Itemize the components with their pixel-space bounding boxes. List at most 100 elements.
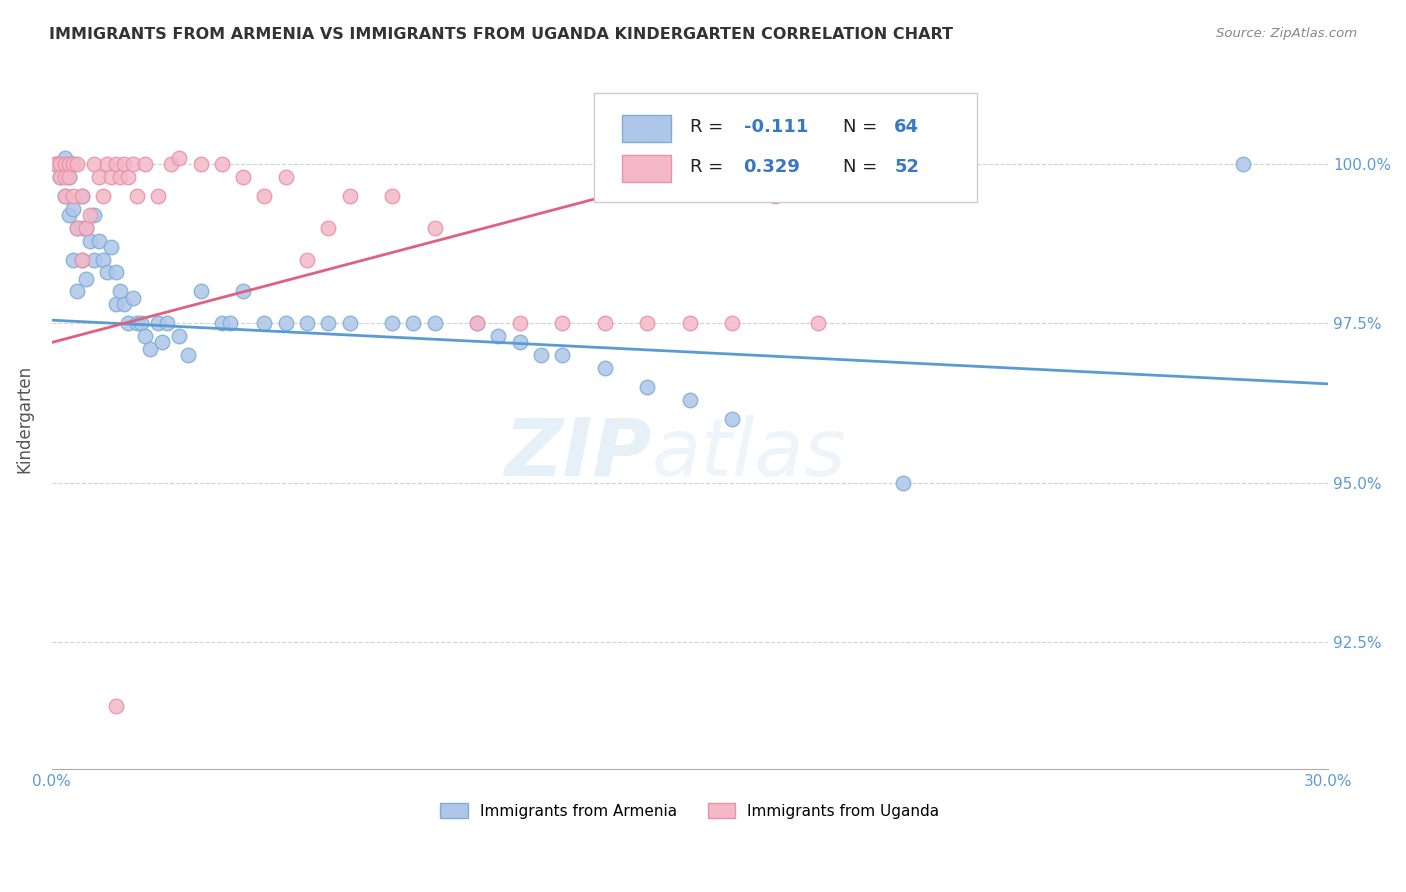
Point [104,297,127,311]
Point [253,189,276,203]
Point [211,157,233,171]
Point [83,252,105,267]
Point [104,265,127,279]
Point [156,317,179,331]
Point [593,317,616,331]
Text: ZIP: ZIP [505,415,651,493]
Point [96,157,118,171]
Point [150,335,173,350]
Point [891,475,914,490]
Point [274,317,297,331]
Point [316,220,339,235]
Point [53,151,76,165]
Text: 52: 52 [894,158,920,176]
Point [53,189,76,203]
Point [381,317,404,331]
Point [381,189,404,203]
FancyBboxPatch shape [623,115,671,142]
Point [58,169,80,184]
Point [58,157,80,171]
Point [100,169,122,184]
Point [62,252,84,267]
Point [339,189,361,203]
Point [108,285,131,299]
Point [465,317,488,331]
Point [274,169,297,184]
Point [125,317,148,331]
Point [79,234,101,248]
Point [58,157,80,171]
Point [62,157,84,171]
Point [636,380,658,394]
Point [211,317,233,331]
Point [423,220,446,235]
Point [104,698,127,713]
Point [45,157,67,171]
Point [593,360,616,375]
Point [91,189,114,203]
Point [146,189,169,203]
Point [83,208,105,222]
Text: R =: R = [690,118,728,136]
Point [70,189,93,203]
Point [177,348,200,362]
Point [79,208,101,222]
Text: R =: R = [690,158,728,176]
Point [121,157,143,171]
Point [70,252,93,267]
Point [169,329,191,343]
Text: N =: N = [844,118,883,136]
Point [49,157,72,171]
Point [679,392,702,407]
Text: 64: 64 [894,118,920,136]
Point [70,220,93,235]
Text: IMMIGRANTS FROM ARMENIA VS IMMIGRANTS FROM UGANDA KINDERGARTEN CORRELATION CHART: IMMIGRANTS FROM ARMENIA VS IMMIGRANTS FR… [49,27,953,42]
Point [53,157,76,171]
Point [62,189,84,203]
Point [112,297,135,311]
Y-axis label: Kindergarten: Kindergarten [15,365,32,473]
Point [551,317,574,331]
Point [104,157,127,171]
Point [551,348,574,362]
Point [70,252,93,267]
Point [66,285,89,299]
Point [75,220,97,235]
Point [509,317,531,331]
Point [339,317,361,331]
Point [87,169,110,184]
Point [146,317,169,331]
Text: N =: N = [844,158,883,176]
Point [134,157,156,171]
Point [53,169,76,184]
Point [253,317,276,331]
Point [530,348,553,362]
Point [108,169,131,184]
Point [190,157,212,171]
Point [129,317,152,331]
Point [83,157,105,171]
Point [66,220,89,235]
Point [45,157,67,171]
Text: atlas: atlas [651,415,846,493]
Point [465,317,488,331]
Point [679,317,702,331]
Point [423,317,446,331]
Point [96,265,118,279]
Point [70,189,93,203]
Point [100,240,122,254]
FancyBboxPatch shape [595,93,977,202]
Point [62,202,84,216]
Point [488,329,510,343]
Point [232,169,254,184]
Legend: Immigrants from Armenia, Immigrants from Uganda: Immigrants from Armenia, Immigrants from… [434,797,946,825]
Text: -0.111: -0.111 [744,118,808,136]
Point [219,317,242,331]
Point [117,169,139,184]
Point [721,317,744,331]
Point [509,335,531,350]
Point [316,317,339,331]
Point [58,208,80,222]
Text: Source: ZipAtlas.com: Source: ZipAtlas.com [1216,27,1357,40]
Point [49,157,72,171]
